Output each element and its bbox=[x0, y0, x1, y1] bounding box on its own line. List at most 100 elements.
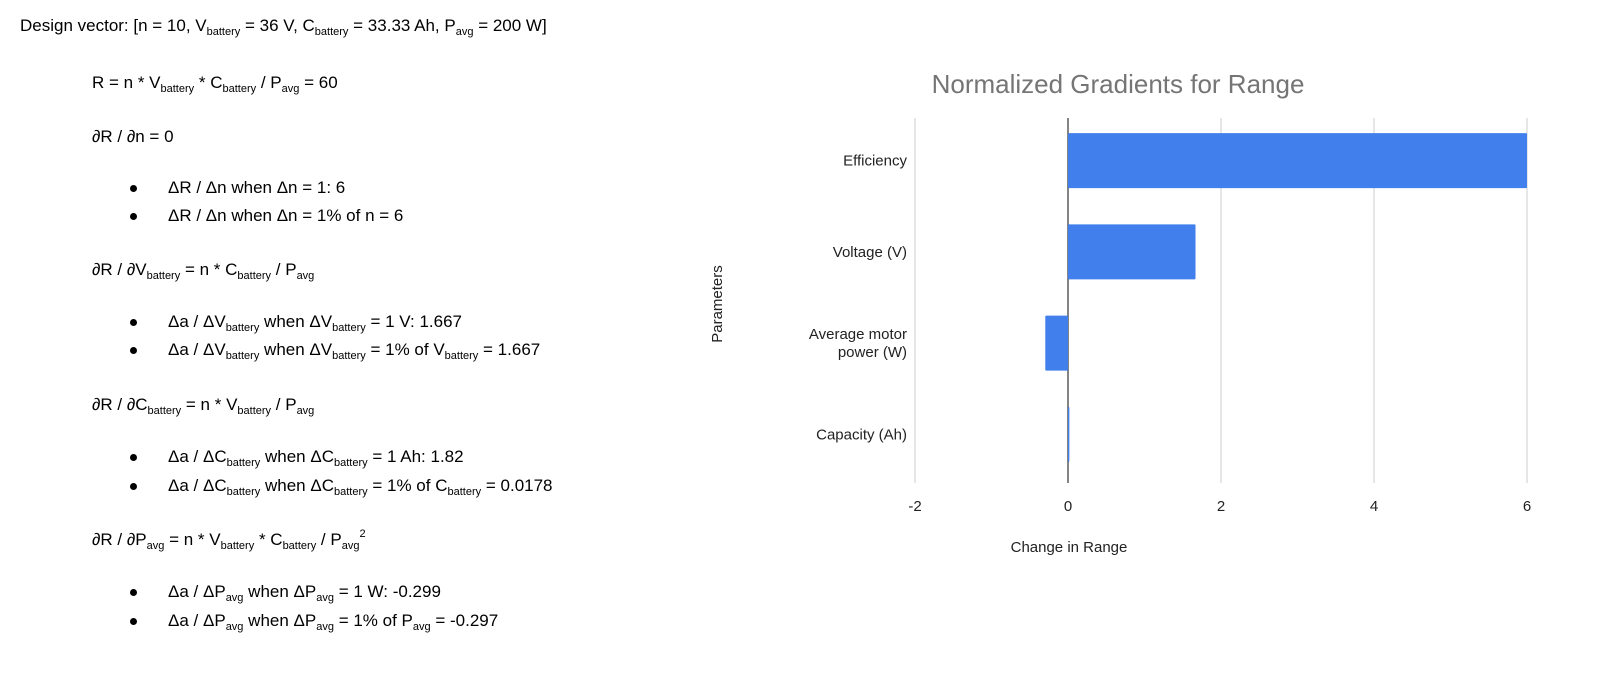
text-segment: = 1 V: 1.667 bbox=[365, 312, 462, 331]
text-segment: battery bbox=[332, 322, 366, 334]
text-segment: avg bbox=[296, 405, 315, 417]
bullet-item: Δa / ΔPavg when ΔPavg = 1 W: -0.299 bbox=[168, 582, 441, 604]
text-segment: = 200 W] bbox=[473, 16, 547, 35]
text-segment: avg bbox=[281, 83, 300, 95]
x-axis-label: Change in Range bbox=[1011, 539, 1128, 556]
text-segment: = 1 Ah: 1.82 bbox=[367, 447, 464, 466]
text-segment: avg bbox=[412, 621, 431, 633]
bullet-item: Δa / ΔCbattery when ΔCbattery = 1% of Cb… bbox=[168, 476, 553, 498]
x-tick-label: 6 bbox=[1523, 498, 1531, 515]
text-segment: = 33.33 Ah, P bbox=[348, 16, 456, 35]
text-segment: * C bbox=[194, 73, 223, 92]
text-segment: = 1 W: -0.299 bbox=[333, 582, 441, 601]
text-segment: Design vector: [n = 10, V bbox=[20, 16, 207, 35]
bullet-item: Δa / ΔCbattery when ΔCbattery = 1 Ah: 1.… bbox=[168, 447, 464, 469]
category-label: power (W) bbox=[838, 344, 907, 361]
text-segment: = n * C bbox=[180, 260, 238, 279]
text-segment: battery bbox=[334, 486, 368, 498]
text-segment: ΔR / Δn when Δn = 1: 6 bbox=[168, 178, 346, 197]
text-segment: battery bbox=[314, 26, 349, 38]
bullet-item: ΔR / Δn when Δn = 1% of n = 6 bbox=[168, 206, 403, 226]
category-label: Efficiency bbox=[843, 153, 907, 170]
text-segment: = 1% of V bbox=[365, 340, 445, 359]
text-segment: battery bbox=[332, 350, 366, 362]
bullet-dot bbox=[130, 319, 137, 326]
bullet-item: ΔR / Δn when Δn = 1: 6 bbox=[168, 178, 345, 198]
bullet-dot bbox=[130, 589, 137, 596]
bullet-dot bbox=[130, 347, 137, 354]
text-segment: = 36 V, C bbox=[240, 16, 315, 35]
text-segment: / P bbox=[271, 395, 297, 414]
formula-line: ∂R / ∂Cbattery = n * Vbattery / Pavg bbox=[92, 395, 315, 417]
text-segment: R = n * V bbox=[92, 73, 161, 92]
bullet-item: Δa / ΔVbattery when ΔVbattery = 1 V: 1.6… bbox=[168, 312, 462, 334]
x-tick-label: 0 bbox=[1064, 498, 1072, 515]
text-segment: Δa / ΔV bbox=[168, 340, 226, 359]
formula-line: ∂R / ∂Pavg = n * Vbattery * Cbattery / P… bbox=[92, 529, 366, 552]
bullet-item: Δa / ΔVbattery when ΔVbattery = 1% of Vb… bbox=[168, 340, 540, 362]
text-segment: when ΔC bbox=[260, 447, 334, 466]
text-segment: avg bbox=[225, 621, 244, 633]
text-segment: battery bbox=[222, 83, 257, 95]
text-segment: avg bbox=[146, 540, 165, 552]
formula-line: ∂R / ∂Vbattery = n * Cbattery / Pavg bbox=[92, 260, 315, 282]
text-segment: battery bbox=[226, 457, 261, 469]
text-segment: avg bbox=[225, 592, 244, 604]
text-segment: when ΔP bbox=[243, 582, 317, 601]
text-segment: = -0.297 bbox=[430, 611, 499, 630]
text-segment: battery bbox=[226, 486, 261, 498]
text-segment: Δa / ΔC bbox=[168, 476, 227, 495]
text-segment: battery bbox=[237, 405, 272, 417]
text-segment: battery bbox=[225, 322, 260, 334]
x-tick-label: 4 bbox=[1370, 498, 1378, 515]
text-segment: when ΔV bbox=[259, 340, 333, 359]
text-segment: battery bbox=[444, 350, 479, 362]
bar-voltage-v- bbox=[1068, 224, 1196, 280]
formula-line: ∂R / ∂n = 0 bbox=[92, 127, 174, 147]
text-segment: battery bbox=[206, 26, 241, 38]
text-segment: = n * V bbox=[181, 395, 238, 414]
text-segment: = 1% of P bbox=[333, 611, 413, 630]
text-segment: battery bbox=[237, 270, 272, 282]
text-segment: battery bbox=[282, 540, 317, 552]
category-label: Average motor bbox=[809, 326, 907, 343]
text-segment: Δa / ΔP bbox=[168, 611, 226, 630]
bullet-item: Δa / ΔPavg when ΔPavg = 1% of Pavg = -0.… bbox=[168, 611, 499, 633]
text-segment: avg bbox=[316, 592, 334, 604]
text-segment: when ΔP bbox=[243, 611, 317, 630]
gradient-bar-chart: Normalized Gradients for Range Efficienc… bbox=[709, 69, 1531, 556]
x-tick-label: -2 bbox=[908, 498, 921, 515]
text-segment: Δa / ΔV bbox=[168, 312, 226, 331]
design-vector-line: Design vector: [n = 10, Vbattery = 36 V,… bbox=[20, 16, 547, 38]
text-segment: battery bbox=[160, 83, 195, 95]
text-segment: ∂R / ∂P bbox=[92, 530, 147, 549]
text-segment: = 0.0178 bbox=[481, 476, 553, 495]
text-segment: ΔR / Δn when Δn = 1% of n = 6 bbox=[168, 206, 404, 225]
y-axis-label: Parameters bbox=[709, 265, 726, 343]
text-segment: = 1% of C bbox=[367, 476, 448, 495]
text-segment: avg bbox=[316, 621, 334, 633]
text-segment: avg bbox=[455, 26, 474, 38]
text-segment: ∂R / ∂n = 0 bbox=[92, 127, 174, 146]
text-segment: avg bbox=[296, 270, 315, 282]
text-segment: Δa / ΔP bbox=[168, 582, 226, 601]
formula-line: R = n * Vbattery * Cbattery / Pavg = 60 bbox=[92, 73, 338, 95]
bar-capacity-ah- bbox=[1068, 406, 1070, 462]
text-segment: = n * V bbox=[164, 530, 221, 549]
text-segment: battery bbox=[220, 540, 255, 552]
bullet-dot bbox=[130, 618, 137, 625]
text-segment: ∂R / ∂V bbox=[92, 260, 147, 279]
text-segment: when ΔC bbox=[260, 476, 334, 495]
text-segment: battery bbox=[147, 405, 182, 417]
text-segment: battery bbox=[146, 270, 181, 282]
text-segment: / P bbox=[316, 530, 342, 549]
bullet-dot bbox=[130, 213, 137, 220]
category-label: Voltage (V) bbox=[833, 244, 907, 261]
chart-title: Normalized Gradients for Range bbox=[932, 69, 1305, 99]
bar-average-motor-power-w- bbox=[1045, 315, 1068, 371]
text-segment: battery bbox=[334, 457, 368, 469]
text-segment: Δa / ΔC bbox=[168, 447, 227, 466]
text-segment: battery bbox=[447, 486, 482, 498]
category-label: Capacity (Ah) bbox=[816, 426, 907, 443]
text-segment: when ΔV bbox=[259, 312, 333, 331]
